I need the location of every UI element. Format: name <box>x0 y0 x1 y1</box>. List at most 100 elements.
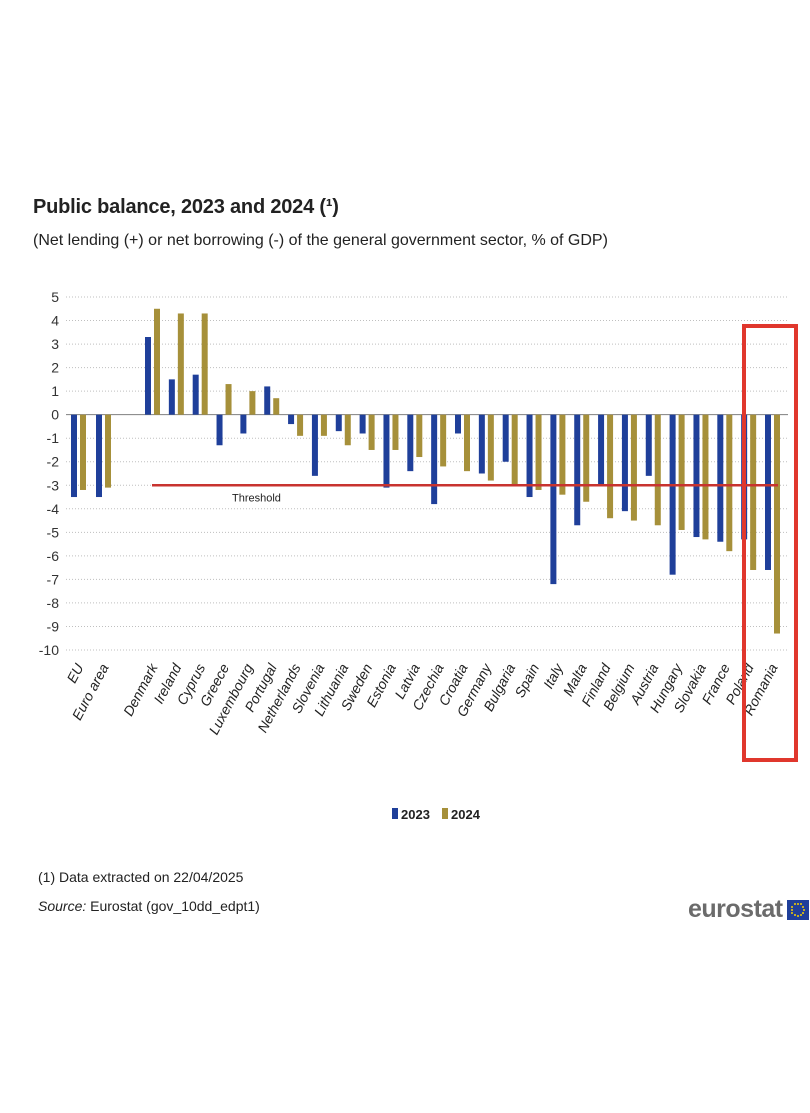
bar-2023 <box>216 414 223 446</box>
bar-2024 <box>201 313 208 415</box>
bar-2023 <box>431 414 438 505</box>
y-tick-label: 3 <box>51 336 59 352</box>
source-text: Eurostat (gov_10dd_edpt1) <box>86 898 260 914</box>
category-label: Spain <box>511 661 542 700</box>
bar-2024 <box>654 414 661 526</box>
bar-2023 <box>550 414 557 585</box>
y-tick-label: 1 <box>51 383 59 399</box>
bar-2023 <box>264 386 271 415</box>
bar-2024 <box>559 414 566 495</box>
flag-star <box>791 911 794 914</box>
bar-2023 <box>717 414 724 542</box>
y-tick-label: -1 <box>47 430 60 446</box>
flag-star <box>793 913 796 916</box>
flag-star <box>790 908 793 911</box>
bar-2023 <box>574 414 581 526</box>
bar-2024 <box>344 414 351 446</box>
bar-2024 <box>105 414 111 488</box>
flag-star <box>796 902 799 905</box>
flag-star <box>791 905 794 908</box>
y-tick-label: -2 <box>47 454 60 470</box>
y-tick-label: -5 <box>47 524 60 540</box>
bar-2023 <box>693 414 700 538</box>
flag-star <box>799 913 802 916</box>
bar-2023 <box>598 414 605 486</box>
flag-star <box>802 908 805 911</box>
eu-flag-icon <box>786 899 809 920</box>
bar-2023 <box>168 379 175 415</box>
bar-2023 <box>669 414 676 575</box>
flag-star <box>796 914 799 917</box>
bar-2024 <box>726 414 733 552</box>
bar-2023 <box>526 414 533 498</box>
bar-2024 <box>249 391 256 415</box>
eurostat-logo: eurostat <box>688 895 809 924</box>
bar-2024 <box>702 414 709 540</box>
bar-2024 <box>392 414 399 450</box>
bar-2024 <box>630 414 637 521</box>
bar-2024 <box>225 384 232 415</box>
y-tick-label: -7 <box>47 571 60 587</box>
logo-text: eurostat <box>688 895 783 923</box>
bar-2024 <box>154 308 160 415</box>
y-tick-label: 2 <box>51 360 59 376</box>
bar-2024 <box>416 414 423 458</box>
y-tick-label: 4 <box>51 313 59 329</box>
flag-star <box>799 903 802 906</box>
bar-2023 <box>335 414 342 432</box>
bar-2024 <box>511 414 518 486</box>
bar-2023 <box>407 414 414 472</box>
bar-2024 <box>487 414 494 481</box>
bar-2024 <box>177 313 184 415</box>
threshold-label: Threshold <box>232 492 281 504</box>
bar-2023 <box>502 414 509 462</box>
bar-2023 <box>71 414 77 498</box>
bar-2024 <box>678 414 685 530</box>
bar-2023 <box>383 414 390 488</box>
bar-chart: 543210-1-2-3-4-5-6-7-8-9-10ThresholdEUEu… <box>39 289 798 822</box>
y-tick-label: 5 <box>51 289 59 305</box>
bar-2024 <box>464 414 470 472</box>
y-tick-label: -4 <box>47 501 60 517</box>
bar-2023 <box>288 414 295 425</box>
y-tick-label: 0 <box>51 407 59 423</box>
flag-star <box>801 911 804 914</box>
y-tick-label: -10 <box>39 642 59 658</box>
bar-2024 <box>80 414 86 490</box>
flag-star <box>793 903 796 906</box>
bar-2023 <box>311 414 318 476</box>
bar-2024 <box>368 414 375 450</box>
bar-2023 <box>645 414 652 476</box>
legend-label: 2024 <box>451 807 481 822</box>
bar-2023 <box>765 414 771 570</box>
highlight-box <box>742 324 798 762</box>
legend-swatch <box>442 808 448 819</box>
legend-label: 2023 <box>401 807 430 822</box>
bar-2023 <box>478 414 485 474</box>
bar-2023 <box>621 414 628 512</box>
bar-2024 <box>440 414 447 467</box>
flag-star <box>801 905 804 908</box>
bar-2024 <box>320 414 327 436</box>
bar-2024 <box>607 414 614 519</box>
bar-2023 <box>145 337 151 415</box>
y-tick-label: -6 <box>47 548 60 564</box>
bar-2024 <box>774 414 780 634</box>
bar-2023 <box>192 374 199 415</box>
chart-subtitle: (Net lending (+) or net borrowing (-) of… <box>33 232 608 249</box>
bar-2023 <box>96 414 102 498</box>
bar-2024 <box>583 414 590 502</box>
y-tick-label: -9 <box>47 618 60 634</box>
bar-2024 <box>273 398 280 415</box>
legend-swatch <box>392 808 398 819</box>
category-label: EU <box>63 660 87 685</box>
bar-2023 <box>359 414 366 434</box>
y-tick-label: -8 <box>47 595 60 611</box>
bar-2023 <box>455 414 461 434</box>
bar-2024 <box>535 414 542 490</box>
bar-2024 <box>750 414 757 570</box>
footnote: (1) Data extracted on 22/04/2025 <box>38 869 244 885</box>
source-label: Source: <box>38 898 87 914</box>
source-line: Source: Eurostat (gov_10dd_edpt1) <box>38 898 260 914</box>
chart-title: Public balance, 2023 and 2024 (¹) <box>33 196 339 218</box>
